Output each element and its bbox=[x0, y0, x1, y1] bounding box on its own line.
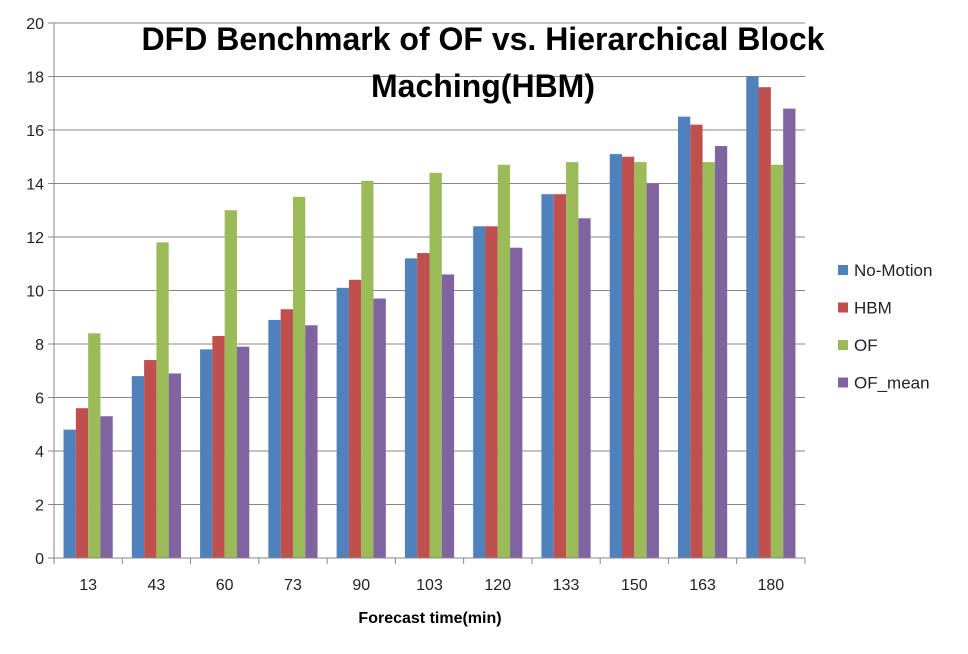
legend-label: OF bbox=[854, 336, 878, 355]
bar-of-mean-163 bbox=[714, 146, 728, 559]
bar-of-150 bbox=[634, 162, 647, 558]
y-tick-labels: 0 2 4 6 8 10 12 14 16 18 20 bbox=[26, 16, 44, 568]
y-tick-label: 18 bbox=[26, 70, 44, 87]
bar-no-motion-13 bbox=[63, 429, 76, 558]
x-tick-label: 90 bbox=[352, 577, 370, 594]
bar-hbm-90 bbox=[348, 279, 362, 558]
bar-hbm-133 bbox=[553, 194, 567, 558]
bar-of-133 bbox=[566, 162, 579, 558]
bar-no-motion-60 bbox=[200, 349, 213, 558]
bar-of-mean-90 bbox=[373, 298, 386, 558]
bar-of-120 bbox=[497, 164, 511, 558]
x-tick-label: 43 bbox=[148, 577, 166, 594]
x-tick-label: 163 bbox=[689, 577, 716, 594]
legend: No-Motion HBM OF OF_mean bbox=[838, 261, 932, 393]
legend-swatch bbox=[838, 377, 848, 388]
bar-of-180 bbox=[770, 164, 784, 558]
chart-title-line2: Maching(HBM) bbox=[371, 68, 595, 104]
bar-no-motion-120 bbox=[473, 226, 486, 559]
bar-of-60 bbox=[224, 210, 237, 558]
bar-hbm-73 bbox=[280, 309, 293, 558]
bar-of-mean-13 bbox=[100, 416, 113, 558]
x-tick-label: 73 bbox=[284, 577, 302, 594]
bar-of-mean-150 bbox=[646, 183, 659, 558]
bar-of-mean-60 bbox=[236, 346, 250, 558]
bar-no-motion-163 bbox=[677, 116, 691, 558]
x-tick-label: 120 bbox=[484, 577, 511, 594]
y-tick-label: 14 bbox=[26, 177, 44, 194]
bar-hbm-13 bbox=[75, 408, 89, 558]
bar-of-mean-120 bbox=[510, 247, 523, 558]
x-tick-label: 60 bbox=[216, 577, 234, 594]
bar-of-mean-43 bbox=[168, 373, 182, 558]
x-tick-label: 180 bbox=[758, 577, 785, 594]
y-tick-label: 2 bbox=[35, 498, 44, 515]
y-tick-label: 6 bbox=[35, 391, 44, 408]
x-tick-label: 103 bbox=[416, 577, 443, 594]
bar-hbm-163 bbox=[690, 124, 703, 559]
y-tick-label: 4 bbox=[35, 444, 44, 461]
legend-swatch bbox=[838, 302, 848, 313]
bar-no-motion-150 bbox=[609, 154, 623, 558]
bar-hbm-120 bbox=[485, 226, 498, 559]
bar-of-43 bbox=[156, 242, 169, 558]
legend-swatch bbox=[838, 340, 848, 350]
y-tick-label: 20 bbox=[26, 16, 44, 33]
bar-of-73 bbox=[292, 196, 306, 558]
y-tick-label: 12 bbox=[26, 230, 44, 247]
axes bbox=[53, 23, 806, 564]
bar-no-motion-103 bbox=[404, 258, 418, 558]
bar-of-mean-73 bbox=[305, 325, 318, 558]
bars bbox=[63, 76, 796, 559]
bar-hbm-180 bbox=[758, 87, 771, 558]
x-tick-label: 13 bbox=[79, 577, 97, 594]
y-tick-label: 8 bbox=[35, 337, 44, 354]
x-axis-label: Forecast time(min) bbox=[358, 610, 501, 627]
bar-of-mean-180 bbox=[783, 108, 796, 558]
bar-no-motion-43 bbox=[131, 376, 145, 558]
bar-hbm-103 bbox=[417, 253, 430, 559]
y-tick-label: 0 bbox=[35, 551, 44, 568]
bar-of-13 bbox=[88, 333, 101, 558]
y-tick-label: 16 bbox=[26, 123, 44, 140]
bar-of-90 bbox=[361, 180, 374, 558]
bar-no-motion-73 bbox=[268, 319, 281, 558]
legend-label: No-Motion bbox=[854, 261, 932, 280]
legend-label: HBM bbox=[854, 299, 892, 318]
y-tick-label: 10 bbox=[26, 284, 44, 301]
bar-of-mean-103 bbox=[441, 274, 455, 558]
bar-of-163 bbox=[702, 162, 715, 558]
bar-no-motion-90 bbox=[336, 287, 349, 558]
legend-swatch bbox=[838, 265, 848, 275]
x-tick-labels: 13 43 60 73 90 103 120 133 150 163 180 bbox=[79, 577, 784, 594]
bar-hbm-43 bbox=[144, 360, 157, 558]
chart-title-line1: DFD Benchmark of OF vs. Hierarchical Blo… bbox=[142, 21, 825, 57]
bar-no-motion-180 bbox=[746, 76, 759, 558]
bar-of-103 bbox=[429, 172, 442, 559]
x-tick-label: 150 bbox=[621, 577, 648, 594]
bar-no-motion-133 bbox=[541, 194, 554, 558]
legend-label: OF_mean bbox=[854, 374, 930, 393]
bar-hbm-60 bbox=[212, 335, 225, 558]
bar-of-mean-133 bbox=[578, 218, 591, 558]
x-tick-label: 133 bbox=[553, 577, 580, 594]
bar-hbm-150 bbox=[622, 156, 635, 558]
